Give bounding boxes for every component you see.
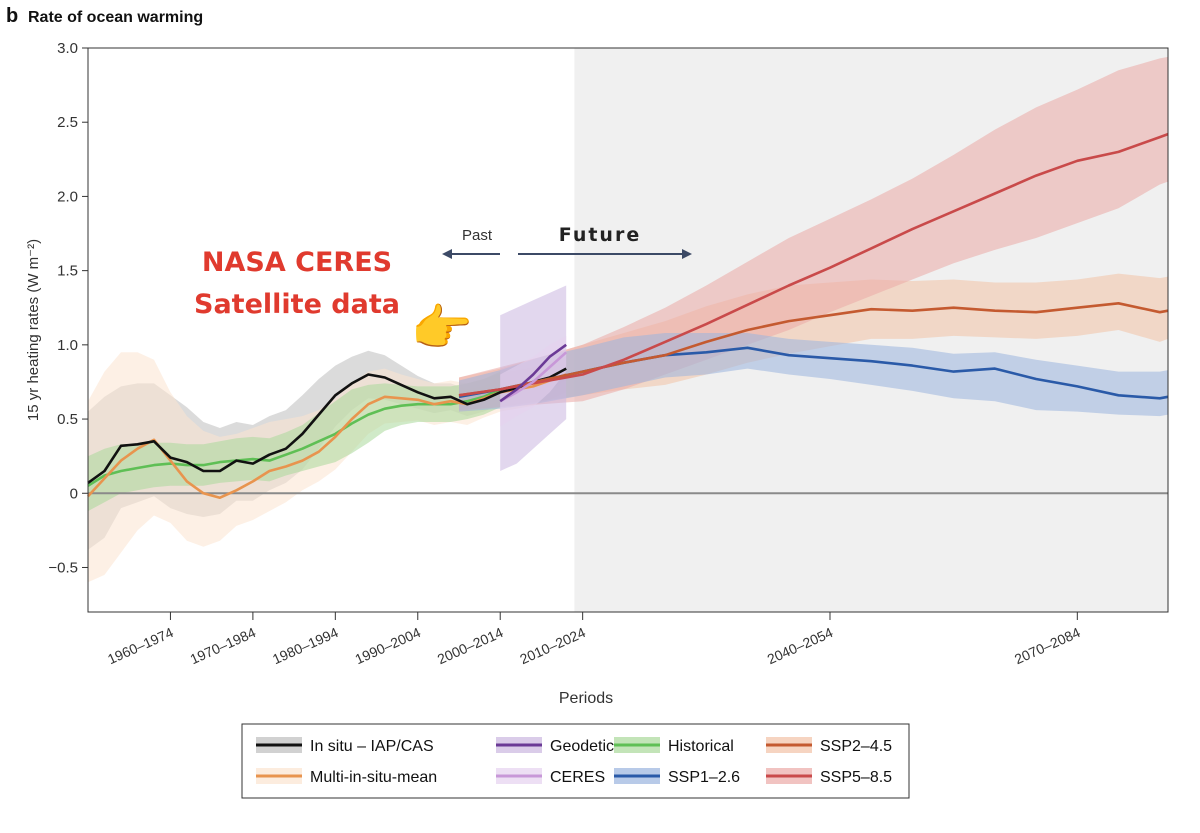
plot-frame: [87, 47, 1169, 613]
series-line-ceres: [499, 351, 568, 403]
series-line-ssp2-4-5: [458, 301, 1169, 397]
y-tick-label: 1.5: [57, 263, 78, 280]
y-axis: −0.5 0 0.5 1.0 1.5 2.0 2.5 3.0: [48, 40, 88, 576]
past-label: Past: [462, 227, 493, 244]
y-tick-label: 2.0: [57, 188, 78, 205]
x-axis-label: Periods: [559, 690, 613, 707]
x-tick-label: 1990–2004: [352, 624, 423, 667]
y-tick-label: 1.0: [57, 337, 78, 354]
x-tick-label: 2070–2084: [1012, 624, 1083, 667]
y-tick-label: −0.5: [48, 559, 78, 576]
x-tick-label: 1960–1974: [105, 624, 176, 667]
y-tick-label: 0: [70, 485, 78, 502]
legend-label-multi-in-situ-mean: Multi-in-situ-mean: [310, 769, 437, 786]
legend-label-ceres: CERES: [550, 769, 605, 786]
x-axis: 1960–1974 1970–1984 1980–1994 1990–2004 2000…: [105, 612, 1083, 667]
legend-label-ssp5-8-5: SSP5–8.5: [820, 769, 892, 786]
satellite-data-label: Satellite data: [194, 289, 400, 320]
series-lines: [87, 132, 1169, 500]
legend-label-historical: Historical: [668, 738, 734, 755]
band-ssp5-8-5: [459, 56, 1168, 411]
panel-letter: b: [6, 5, 18, 27]
y-tick-label: 3.0: [57, 40, 78, 57]
y-tick-label: 0.5: [57, 411, 78, 428]
x-tick-label: 2040–2054: [765, 624, 836, 667]
future-label: Future: [559, 224, 641, 246]
series-line-geodetic: [499, 343, 567, 403]
legend: In situ – IAP/CAS Multi-in-situ-mean Geode…: [256, 737, 892, 786]
x-tick-label: 1970–1984: [188, 624, 259, 667]
series-line-ssp5-8-5: [458, 132, 1169, 397]
series-line-in-situ-iap-cas: [87, 367, 567, 484]
x-tick-label: 2010–2024: [517, 624, 588, 667]
legend-label-ssp2-4-5: SSP2–4.5: [820, 738, 892, 755]
legend-label-in-situ-iap-cas: In situ – IAP/CAS: [310, 738, 434, 755]
x-tick-label: 1980–1994: [270, 624, 341, 667]
future-arrowhead: [682, 249, 692, 259]
y-axis-label: 15 yr heating rates (W m⁻²): [25, 239, 42, 421]
past-arrowhead: [442, 249, 452, 259]
legend-box: [241, 723, 910, 799]
y-tick-label: 2.5: [57, 114, 78, 131]
pointing-hand-icon: 👉: [411, 300, 473, 356]
legend-label-geodetic: Geodetic: [550, 738, 614, 755]
nasa-ceres-label: NASA CERES: [202, 247, 392, 278]
legend-label-ssp1-2-6: SSP1–2.6: [668, 769, 740, 786]
x-tick-label: 2000–2014: [435, 624, 506, 667]
chart-title: Rate of ocean warming: [28, 9, 203, 26]
